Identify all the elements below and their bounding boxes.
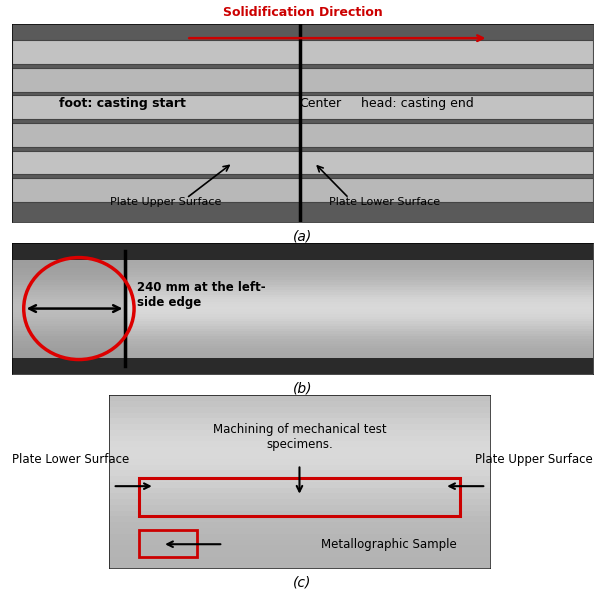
Bar — [109, 488, 490, 494]
Bar — [12, 312, 593, 314]
Bar — [109, 511, 490, 517]
Bar — [109, 540, 490, 545]
Bar — [139, 478, 460, 517]
Bar — [12, 356, 593, 358]
Bar — [12, 319, 593, 322]
Bar — [12, 282, 593, 285]
Bar — [109, 528, 490, 534]
Bar — [12, 331, 593, 334]
Bar — [109, 551, 490, 557]
Bar — [12, 346, 593, 348]
Bar — [12, 123, 593, 147]
Bar — [12, 260, 593, 263]
Bar — [12, 322, 593, 324]
Bar — [12, 309, 593, 312]
Bar — [12, 353, 593, 356]
Bar — [109, 453, 490, 459]
Bar — [12, 292, 593, 294]
Bar — [12, 297, 593, 299]
Bar — [109, 441, 490, 447]
Bar — [109, 563, 490, 568]
Bar — [109, 522, 490, 528]
Bar — [109, 418, 490, 424]
Bar — [109, 435, 490, 441]
Bar — [109, 395, 490, 401]
Bar — [12, 339, 593, 341]
Bar — [12, 263, 593, 265]
Bar — [109, 517, 490, 522]
Bar — [12, 268, 593, 270]
Bar — [12, 40, 593, 64]
Bar — [139, 530, 197, 557]
Bar — [12, 272, 593, 275]
Bar — [12, 317, 593, 319]
Text: Machining of mechanical test
specimens.: Machining of mechanical test specimens. — [213, 423, 386, 451]
Bar — [109, 499, 490, 505]
Bar — [109, 534, 490, 540]
Text: (c): (c) — [293, 576, 312, 590]
Bar — [12, 151, 593, 174]
Bar — [12, 341, 593, 344]
Bar — [12, 336, 593, 339]
Bar — [12, 348, 593, 351]
Bar — [12, 260, 128, 358]
Bar — [12, 265, 593, 268]
Bar — [12, 289, 593, 292]
Bar — [12, 285, 593, 287]
Bar — [109, 482, 490, 488]
Bar — [12, 294, 593, 297]
Text: 240 mm at the left-
side edge: 240 mm at the left- side edge — [137, 282, 266, 309]
Bar — [12, 179, 593, 202]
Bar — [109, 545, 490, 551]
Text: foot: casting start: foot: casting start — [59, 97, 186, 110]
Bar — [12, 305, 593, 307]
Bar — [12, 270, 593, 272]
Text: Metallographic Sample: Metallographic Sample — [321, 537, 456, 551]
Bar — [12, 329, 593, 331]
Bar — [12, 299, 593, 302]
Bar — [12, 302, 593, 305]
Bar — [12, 326, 593, 329]
Bar — [12, 334, 593, 336]
Bar — [12, 260, 593, 358]
Bar — [109, 447, 490, 453]
Text: Plate Lower Surface: Plate Lower Surface — [329, 197, 440, 207]
Bar — [12, 277, 593, 280]
Bar — [109, 476, 490, 482]
Text: (a): (a) — [293, 229, 312, 243]
Text: Plate Lower Surface: Plate Lower Surface — [12, 452, 129, 466]
Bar — [109, 494, 490, 499]
Bar — [109, 471, 490, 476]
Text: Center: Center — [299, 97, 342, 110]
Bar — [12, 275, 593, 277]
Text: Solidification Direction: Solidification Direction — [223, 7, 382, 19]
Bar — [12, 280, 593, 282]
Bar — [109, 407, 490, 413]
Text: head: casting end: head: casting end — [361, 97, 473, 110]
Bar — [109, 401, 490, 407]
Bar — [109, 412, 490, 418]
Bar — [109, 459, 490, 465]
Bar — [12, 314, 593, 317]
Bar — [109, 465, 490, 471]
Bar — [12, 351, 593, 353]
Bar — [109, 557, 490, 563]
Bar — [12, 307, 593, 309]
Bar — [109, 424, 490, 430]
Text: Plate Upper Surface: Plate Upper Surface — [475, 452, 593, 466]
Bar — [109, 505, 490, 511]
Bar — [12, 344, 593, 346]
Bar — [12, 287, 593, 289]
Bar — [12, 95, 593, 119]
Text: Plate Upper Surface: Plate Upper Surface — [110, 197, 221, 207]
Bar — [109, 430, 490, 435]
Bar — [12, 324, 593, 326]
Bar — [12, 68, 593, 92]
Text: (b): (b) — [293, 381, 312, 395]
